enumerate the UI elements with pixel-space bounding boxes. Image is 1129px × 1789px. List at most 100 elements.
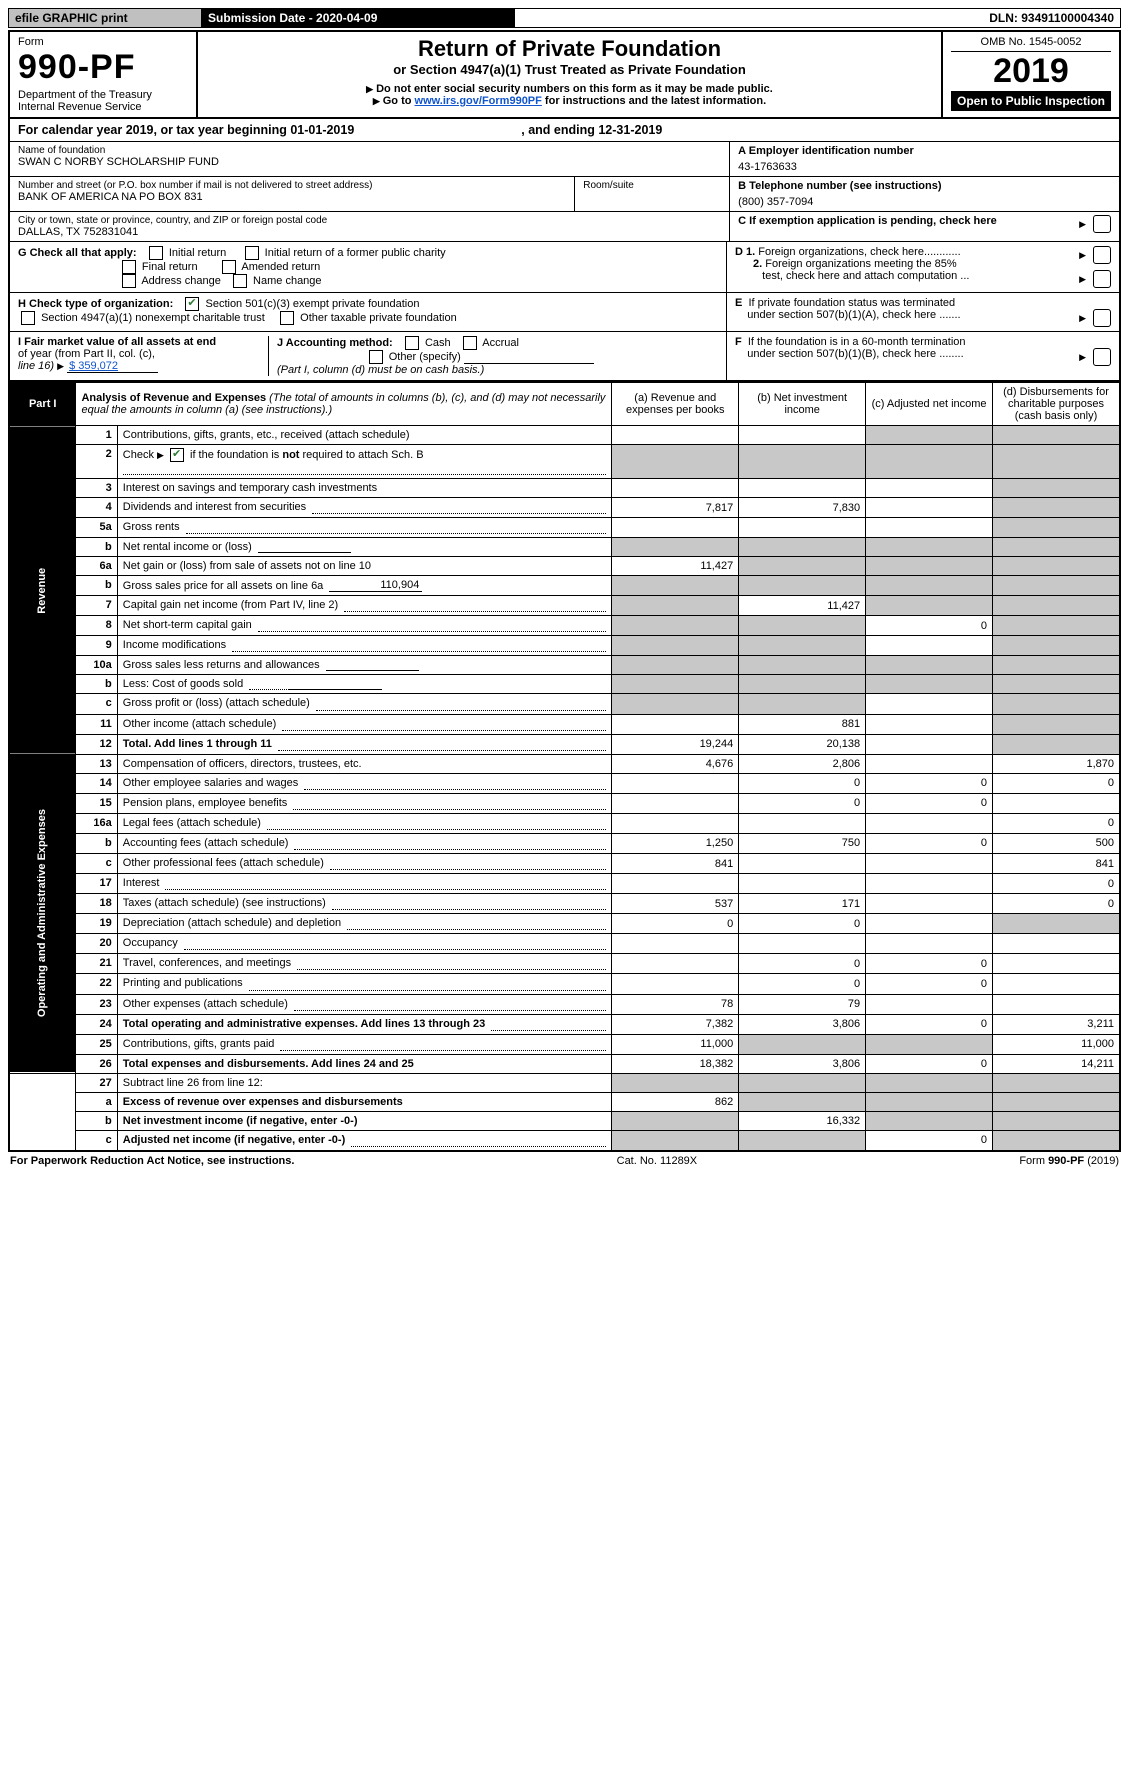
j-accrual-checkbox[interactable] [463,336,477,350]
footer-mid: Cat. No. 11289X [617,1155,698,1167]
cell-col-b: 0 [739,974,866,994]
line-number: 1 [76,426,117,445]
cell-col-d: 0 [993,773,1120,793]
cell-col-d [993,914,1120,934]
cell-col-b [739,813,866,833]
cell-col-b [739,576,866,596]
line-description: Pension plans, employee benefits [117,793,612,813]
d2-checkbox[interactable] [1093,270,1111,288]
table-row: bNet rental income or (loss) [9,538,1120,557]
cell-col-d [993,994,1120,1014]
line-description: Dividends and interest from securities [117,498,612,518]
cell-col-a [612,1130,739,1151]
j-note: (Part I, column (d) must be on cash basi… [277,364,484,376]
cell-col-c [866,734,993,754]
dln-label: DLN: 93491100004340 [515,9,1121,28]
cell-col-d [993,596,1120,616]
i-label-3: line 16) $ 359,072 [18,360,268,372]
g-initial-former-checkbox[interactable] [245,246,259,260]
line-description: Adjusted net income (if negative, enter … [117,1130,612,1151]
g-name-checkbox[interactable] [233,274,247,288]
j-cash-checkbox[interactable] [405,336,419,350]
cell-col-a: 11,427 [612,557,739,576]
table-row: 25Contributions, gifts, grants paid11,00… [9,1034,1120,1054]
line-description: Net short-term capital gain [117,616,612,636]
e-label: E If private foundation status was termi… [735,297,1111,321]
dept-label: Department of the Treasury [18,89,188,101]
irs-link[interactable]: www.irs.gov/Form990PF [415,95,542,107]
cell-col-b [739,694,866,714]
cell-col-a: 19,244 [612,734,739,754]
d1-checkbox[interactable] [1093,246,1111,264]
cell-col-a [612,954,739,974]
j-other-checkbox[interactable] [369,350,383,364]
cell-col-c [866,675,993,694]
g-amended-checkbox[interactable] [222,260,236,274]
cell-col-a [612,445,739,479]
table-row: 9Income modifications [9,636,1120,656]
part1-label: Part I [9,383,76,426]
col-b-header: (b) Net investment income [739,383,866,426]
cell-col-c [866,1073,993,1092]
c-checkbox[interactable] [1093,215,1111,233]
e-checkbox[interactable] [1093,309,1111,327]
cell-col-b [739,854,866,874]
cell-col-a [612,596,739,616]
f-label: F If the foundation is in a 60-month ter… [735,336,1111,360]
cell-col-c [866,498,993,518]
g-final-checkbox[interactable] [122,260,136,274]
form-number: 990-PF [18,48,188,87]
table-row: bLess: Cost of goods sold [9,675,1120,694]
cell-col-d: 0 [993,894,1120,914]
cell-col-d [993,934,1120,954]
line-number: 25 [76,1034,117,1054]
cell-col-b: 11,427 [739,596,866,616]
cell-col-b [739,874,866,894]
schb-checkbox[interactable] [170,448,184,462]
cell-col-d [993,538,1120,557]
table-row: 16aLegal fees (attach schedule)0 [9,813,1120,833]
cell-col-b [739,1073,866,1092]
table-row: 6aNet gain or (loss) from sale of assets… [9,557,1120,576]
line-description: Taxes (attach schedule) (see instruction… [117,894,612,914]
line-number: b [76,675,117,694]
cell-col-c: 0 [866,1130,993,1151]
h-501c3-checkbox[interactable] [185,297,199,311]
line-description: Gross sales less returns and allowances [117,656,612,675]
line-number: 24 [76,1014,117,1034]
h-4947-checkbox[interactable] [21,311,35,325]
cell-col-d [993,636,1120,656]
table-row: 12Total. Add lines 1 through 1119,24420,… [9,734,1120,754]
cell-col-d [993,426,1120,445]
table-row: cOther professional fees (attach schedul… [9,854,1120,874]
g-initial-checkbox[interactable] [149,246,163,260]
h-other-checkbox[interactable] [280,311,294,325]
cell-col-c [866,596,993,616]
footer-right: Form 990-PF (2019) [1019,1155,1119,1167]
line-number: a [76,1092,117,1111]
cell-col-b: 2,806 [739,754,866,773]
identification-block: Name of foundation SWAN C NORBY SCHOLARS… [8,142,1121,242]
cell-col-d [993,479,1120,498]
h-label: H Check type of organization: [18,298,173,310]
cell-col-a: 78 [612,994,739,1014]
cell-col-b [739,479,866,498]
line-number: 20 [76,934,117,954]
line-number: b [76,1111,117,1130]
cell-col-c: 0 [866,833,993,853]
form-subtitle: or Section 4947(a)(1) Trust Treated as P… [206,62,933,77]
ein-label: A Employer identification number [738,145,1111,157]
cell-col-c [866,1092,993,1111]
cell-col-c [866,636,993,656]
g-address-checkbox[interactable] [122,274,136,288]
table-row: 21Travel, conferences, and meetings00 [9,954,1120,974]
f-checkbox[interactable] [1093,348,1111,366]
table-row: 24Total operating and administrative exp… [9,1014,1120,1034]
cell-col-b: 0 [739,773,866,793]
inline-value [326,670,419,671]
table-row: 5aGross rents [9,518,1120,538]
cell-col-b: 0 [739,954,866,974]
ein-value: 43-1763633 [738,161,1111,173]
table-row: 14Other employee salaries and wages000 [9,773,1120,793]
check-grid: G Check all that apply: Initial return I… [8,242,1121,382]
